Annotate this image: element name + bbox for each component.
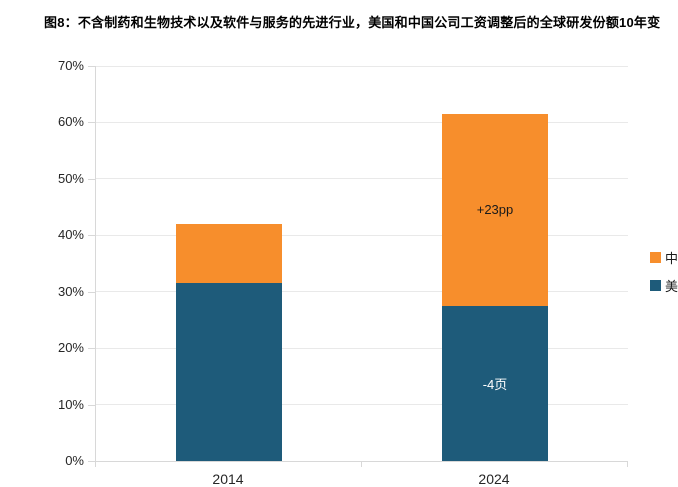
y-tick-label: 70% [57, 58, 84, 73]
y-tick-mark [88, 178, 95, 180]
plot-area: -4页 +23pp [95, 65, 628, 462]
x-tick-mark [95, 462, 96, 467]
y-tick-label: 10% [57, 396, 84, 412]
x-tick-label: 2024 [478, 471, 510, 487]
chart-title: 图8：不含制药和生物技术以及软件与服务的先进行业，美国和中国公司工资调整后的全球… [44, 15, 661, 30]
gridline [96, 65, 628, 67]
bar-segment-us-2014 [176, 283, 282, 461]
y-tick-label: 0% [65, 453, 84, 468]
y-tick-label: 50% [57, 170, 84, 186]
gridline [96, 347, 628, 349]
y-tick-mark [88, 122, 95, 124]
legend-swatch-china-icon [650, 251, 661, 263]
y-tick-label: 40% [57, 227, 84, 243]
legend-label-china: 中 [665, 250, 678, 266]
y-tick-mark [88, 404, 95, 406]
gridline [96, 121, 628, 123]
x-tick-mark [361, 462, 362, 467]
gridline [96, 234, 628, 236]
y-tick-mark [88, 235, 95, 237]
x-tick-label: 2014 [212, 471, 244, 487]
y-tick-label: 30% [57, 283, 84, 299]
legend-item-china: 中 [650, 250, 678, 266]
y-tick-mark [88, 291, 95, 293]
y-tick-label: 20% [57, 340, 84, 356]
y-tick-label: 60% [57, 114, 84, 130]
legend-item-us: 美 [650, 278, 678, 294]
bar-segment-china-2014 [176, 224, 282, 284]
y-tick-mark [88, 66, 95, 67]
gridline [96, 291, 628, 293]
gridline [96, 178, 628, 180]
y-tick-mark [88, 461, 95, 462]
legend: 中 美 [650, 250, 678, 306]
legend-swatch-us-icon [650, 279, 661, 291]
y-tick-mark [88, 348, 95, 350]
x-tick-mark [627, 462, 628, 467]
gridline [96, 404, 628, 406]
bar-segment-china-2024: +23pp [442, 113, 548, 306]
bar-segment-us-2024: -4页 [442, 305, 548, 461]
legend-label-us: 美 [665, 278, 678, 294]
